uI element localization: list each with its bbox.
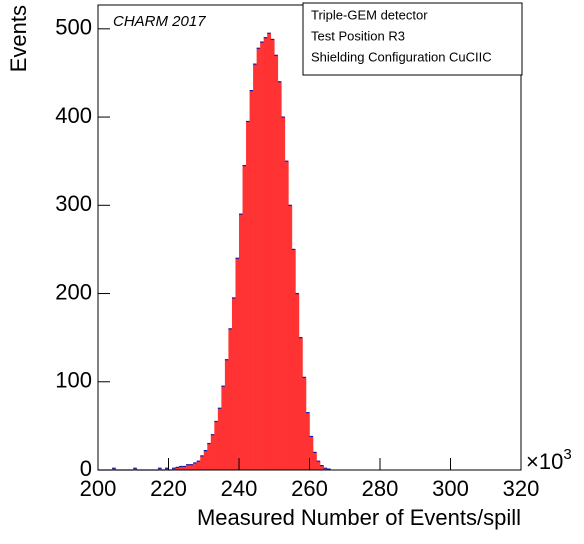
histogram-bar — [172, 468, 176, 470]
histogram-bar — [295, 293, 300, 470]
histogram-bar — [281, 117, 286, 470]
histogram-bar — [288, 205, 293, 470]
histogram-bar — [221, 386, 226, 470]
x-tick-label: 240 — [221, 476, 258, 501]
y-tick-label: 0 — [80, 456, 92, 481]
histogram-bar — [249, 90, 254, 471]
histogram-bar — [284, 161, 289, 471]
histogram-bar — [260, 42, 264, 470]
histogram-bar — [200, 455, 205, 470]
histogram-bar — [246, 121, 250, 471]
histogram-bar — [214, 421, 219, 470]
x-axis-label: Measured Number of Events/spill — [197, 505, 521, 530]
histogram-bar — [270, 39, 275, 470]
histogram-bar — [277, 81, 282, 470]
histogram-bar — [291, 249, 296, 470]
histogram-bar — [263, 37, 268, 470]
histogram-bar — [256, 48, 261, 471]
histogram-bar — [305, 412, 310, 470]
histogram-bar — [193, 462, 197, 470]
histogram-bar — [210, 434, 215, 470]
x-tick-label: 220 — [150, 476, 187, 501]
y-tick-label: 200 — [55, 279, 92, 304]
histogram-bar — [175, 467, 180, 470]
x-tick-label: 320 — [503, 476, 540, 501]
info-box — [302, 2, 523, 76]
histogram-bar — [133, 468, 138, 470]
info-line: Triple-GEM detector — [311, 7, 428, 22]
histogram-bar — [231, 297, 236, 470]
histogram-bar — [186, 464, 190, 470]
histogram-bar — [320, 465, 324, 470]
histogram-bar — [235, 258, 240, 470]
y-tick-label: 100 — [55, 368, 92, 393]
histogram-bar — [323, 468, 328, 470]
histogram-bar — [217, 408, 222, 470]
histogram-bar — [253, 64, 257, 470]
y-tick-label: 400 — [55, 103, 92, 128]
histogram-bar — [242, 165, 247, 470]
histogram-bar — [274, 55, 279, 470]
histogram-bar — [298, 337, 303, 470]
x-tick-label: 280 — [362, 476, 399, 501]
histogram-bar — [239, 214, 243, 470]
histogram-bar — [267, 33, 272, 471]
x-multiplier-base: ×10 — [526, 449, 563, 474]
histogram-bar — [302, 377, 307, 470]
histogram-bar — [316, 461, 321, 470]
histogram-bar — [196, 461, 201, 470]
x-multiplier-exponent: 3 — [563, 446, 571, 463]
histogram-bar — [228, 328, 233, 470]
info-line: Test Position R3 — [311, 28, 405, 43]
histogram-bar — [182, 466, 187, 470]
x-multiplier: ×103 — [526, 446, 572, 474]
histogram-bar — [189, 464, 194, 470]
histogram-bar — [179, 466, 183, 470]
y-axis-label: Events — [6, 5, 31, 72]
x-tick-label: 300 — [432, 476, 469, 501]
x-tick-label: 260 — [291, 476, 328, 501]
info-line: Shielding Configuration CuCIIC — [311, 49, 492, 64]
histogram-bar — [157, 468, 162, 470]
histogram-bar — [309, 436, 314, 470]
y-tick-label: 500 — [55, 15, 92, 40]
histogram-bar — [313, 452, 317, 470]
histogram-bar — [203, 450, 208, 470]
annotation: CHARM 2017 — [113, 13, 206, 30]
histogram-bar — [164, 468, 169, 470]
histogram-bar — [207, 443, 212, 470]
histogram-bar — [224, 359, 229, 470]
plot-area — [98, 32, 331, 471]
histogram-bar — [112, 468, 116, 470]
x-tick-label: 200 — [80, 476, 117, 501]
y-tick-label: 300 — [55, 191, 92, 216]
